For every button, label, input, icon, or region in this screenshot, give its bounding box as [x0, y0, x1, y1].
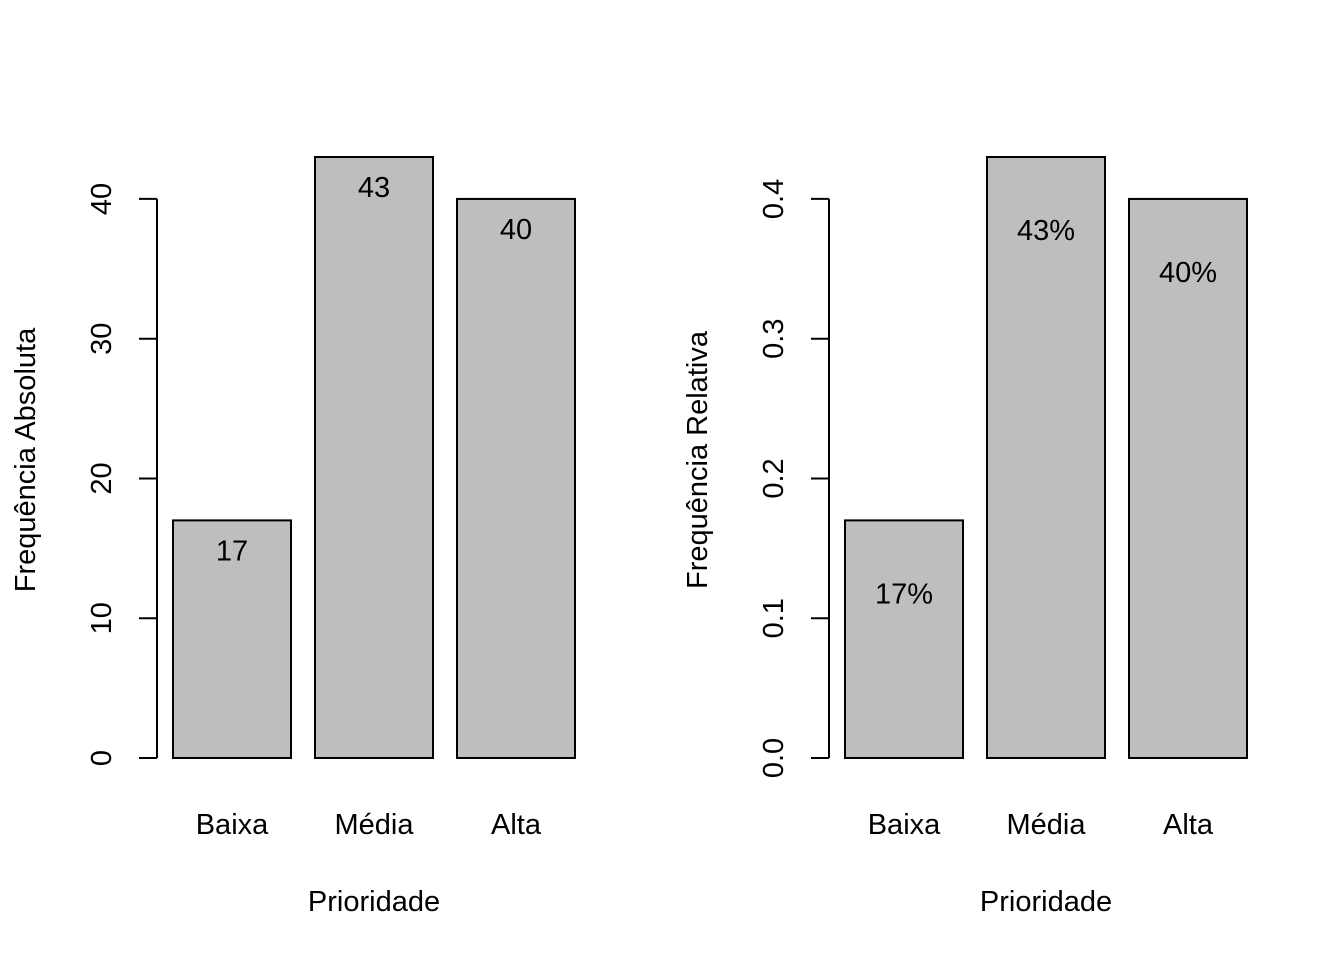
bar-media	[314, 156, 434, 759]
y-tick-label: 0.1	[758, 598, 790, 638]
bar-alta	[456, 197, 576, 759]
category-label: Média	[1007, 809, 1087, 841]
y-tick-label: 0.4	[758, 179, 790, 219]
y-tick-label: 0.2	[758, 458, 790, 498]
data-label: 43%	[1017, 215, 1075, 247]
y-tick-label: 10	[86, 602, 118, 634]
data-label: 43	[358, 172, 390, 204]
y-tick-label: 20	[86, 462, 118, 494]
category-label: Baixa	[868, 809, 941, 841]
relative-frequency-chart: 0.0 0.1 0.2 0.3 0.4 17% Baixa 43% Média 40% Alta Pr…	[682, 156, 1248, 918]
y-tick-label: 0.0	[758, 738, 790, 778]
category-label: Baixa	[196, 809, 269, 841]
bar-alta	[1128, 197, 1248, 759]
bar-media	[986, 156, 1106, 759]
y-axis-title: Frequência Relativa	[682, 330, 714, 589]
data-label: 17%	[875, 578, 933, 610]
category-label: Média	[335, 809, 415, 841]
x-axis-title: Prioridade	[980, 886, 1112, 918]
y-tick-label: 40	[86, 183, 118, 215]
data-label: 40%	[1159, 257, 1217, 289]
data-label: 40	[500, 214, 532, 246]
y-axis-title: Frequência Absoluta	[10, 327, 42, 592]
bar-baixa	[844, 519, 964, 759]
category-label: Alta	[491, 809, 542, 841]
data-label: 17	[216, 535, 248, 567]
bar-baixa	[172, 519, 292, 759]
y-tick-label: 0.3	[758, 319, 790, 359]
category-label: Alta	[1163, 809, 1214, 841]
absolute-frequency-chart: 0 10 20 30 40 17 Baixa 43 Média 40 Alta Prioridade F…	[10, 156, 576, 918]
x-axis-title: Prioridade	[308, 886, 440, 918]
y-tick-label: 30	[86, 323, 118, 355]
y-tick-label: 0	[86, 750, 118, 766]
